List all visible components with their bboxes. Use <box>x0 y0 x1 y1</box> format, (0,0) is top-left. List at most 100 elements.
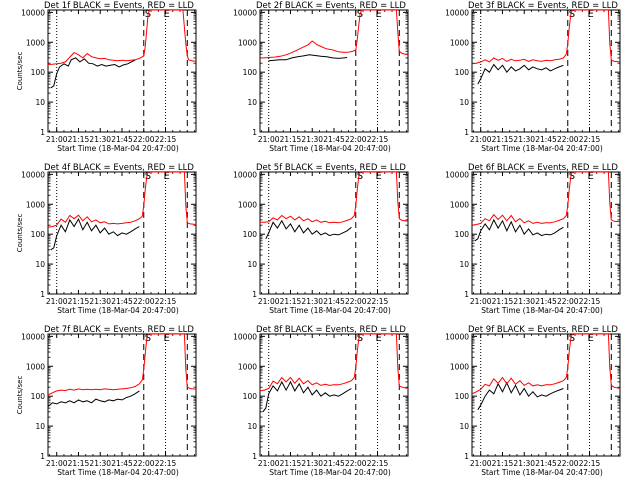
y-tick-label: 1000 <box>238 362 257 371</box>
y-tick-label: 1 <box>40 290 45 299</box>
y-tick-label: 10000 <box>233 8 257 17</box>
x-tick-label: 21:30 <box>301 297 323 306</box>
panel-1: Det 1f BLACK = Events, RED = LLD 1 10 100 10… <box>16 1 197 153</box>
events-series-line <box>477 381 564 411</box>
x-tick-label: 22:15 <box>367 297 389 306</box>
y-axis-label: Counts/sec <box>16 52 24 91</box>
y-tick-label: 1000 <box>238 200 257 209</box>
y-tick-label: 1 <box>464 128 469 137</box>
y-tick-label: 100 <box>455 230 470 239</box>
end-marker-label: E <box>164 9 170 20</box>
x-tick-label: 21:15 <box>68 459 90 468</box>
y-tick-label: 1 <box>40 128 45 137</box>
y-tick-label: 10 <box>459 422 469 431</box>
x-axis-label: Start Time (18-Mar-04 20:47:00) <box>481 468 603 477</box>
y-tick-label: 10000 <box>233 170 257 179</box>
y-tick-label: 100 <box>455 392 470 401</box>
x-tick-label: 21:00 <box>258 297 280 306</box>
series-group <box>48 172 196 251</box>
lld-series-line <box>260 172 408 224</box>
events-series-line <box>50 57 136 89</box>
events-series-line <box>477 63 564 85</box>
y-axis-label: Counts/sec <box>16 214 24 253</box>
x-tick-label: 21:00 <box>258 135 280 144</box>
x-tick-label: 22:00 <box>133 459 155 468</box>
end-marker-label: E <box>376 333 382 344</box>
start-marker-label: S <box>145 333 151 344</box>
y-tick-label: 10 <box>459 260 469 269</box>
x-axis-label: Start Time (18-Mar-04 20:47:00) <box>481 306 603 315</box>
panel-7: Det 7f BLACK = Events, RED = LLD 1 10 100 10… <box>16 325 197 477</box>
y-tick-label: 1000 <box>26 200 45 209</box>
panel-title: Det 9f BLACK = Events, RED = LLD <box>468 325 618 335</box>
start-marker-label: S <box>569 171 575 182</box>
panel-6: Det 6f BLACK = Events, RED = LLD 1 10 100 10… <box>445 163 621 315</box>
series-group <box>48 10 196 89</box>
series-group <box>260 172 408 240</box>
lld-series-line <box>48 334 196 396</box>
x-tick-label: 21:00 <box>258 459 280 468</box>
x-tick-label: 22:00 <box>345 135 367 144</box>
y-tick-label: 10000 <box>21 170 45 179</box>
end-marker-label: E <box>588 9 594 20</box>
y-tick-label: 100 <box>31 68 46 77</box>
events-series-line <box>474 218 564 242</box>
x-axis-label: Start Time (18-Mar-04 20:47:00) <box>57 144 179 153</box>
y-tick-label: 1000 <box>26 38 45 47</box>
x-tick-label: 22:15 <box>155 135 177 144</box>
series-group <box>260 334 408 413</box>
x-tick-label: 21:00 <box>470 135 492 144</box>
y-tick-label: 1000 <box>450 362 469 371</box>
y-tick-label: 100 <box>455 68 470 77</box>
y-tick-label: 10 <box>35 260 45 269</box>
x-tick-label: 21:15 <box>280 459 302 468</box>
x-tick-label: 21:30 <box>513 135 535 144</box>
y-tick-label: 1000 <box>450 200 469 209</box>
x-tick-label: 21:45 <box>111 459 133 468</box>
y-tick-label: 10 <box>459 98 469 107</box>
y-tick-label: 1 <box>252 128 257 137</box>
series-group <box>472 10 620 85</box>
y-axis-label: Counts/sec <box>16 376 24 415</box>
x-tick-label: 21:45 <box>535 459 557 468</box>
y-tick-label: 100 <box>31 392 46 401</box>
x-axis-label: Start Time (18-Mar-04 20:47:00) <box>269 468 391 477</box>
x-tick-label: 21:15 <box>492 459 514 468</box>
end-marker-label: E <box>376 171 382 182</box>
x-axis-label: Start Time (18-Mar-04 20:47:00) <box>481 144 603 153</box>
panel-5: Det 5f BLACK = Events, RED = LLD 1 10 100 10… <box>233 163 409 315</box>
series-group <box>260 10 408 62</box>
y-tick-label: 1000 <box>238 38 257 47</box>
y-tick-label: 1 <box>252 452 257 461</box>
x-tick-label: 22:00 <box>133 297 155 306</box>
panel-3: Det 3f BLACK = Events, RED = LLD 1 10 100 10… <box>445 1 621 153</box>
axes-frame <box>47 333 197 457</box>
end-marker-label: E <box>164 171 170 182</box>
x-tick-label: 21:00 <box>46 297 68 306</box>
x-tick-label: 21:30 <box>89 297 111 306</box>
y-tick-label: 10000 <box>21 8 45 17</box>
x-tick-label: 21:45 <box>323 297 345 306</box>
x-tick-label: 21:30 <box>513 297 535 306</box>
x-axis-label: Start Time (18-Mar-04 20:47:00) <box>269 306 391 315</box>
y-tick-label: 10 <box>35 422 45 431</box>
events-series-line <box>262 380 352 413</box>
x-tick-label: 22:00 <box>133 135 155 144</box>
start-marker-label: S <box>357 333 363 344</box>
x-tick-label: 21:15 <box>68 297 90 306</box>
panel-title: Det 8f BLACK = Events, RED = LLD <box>256 325 406 335</box>
axes-frame <box>471 9 621 133</box>
axes-frame <box>259 9 409 133</box>
axes-frame <box>47 9 197 133</box>
x-tick-label: 21:45 <box>111 297 133 306</box>
x-tick-label: 22:00 <box>345 297 367 306</box>
x-tick-label: 21:30 <box>513 459 535 468</box>
y-tick-label: 100 <box>31 230 46 239</box>
start-marker-label: S <box>569 333 575 344</box>
end-marker-label: E <box>164 333 170 344</box>
x-tick-label: 22:00 <box>557 459 579 468</box>
x-tick-label: 21:00 <box>46 135 68 144</box>
panel-4: Det 4f BLACK = Events, RED = LLD 1 10 100 10… <box>16 163 197 315</box>
series-group <box>48 334 196 407</box>
